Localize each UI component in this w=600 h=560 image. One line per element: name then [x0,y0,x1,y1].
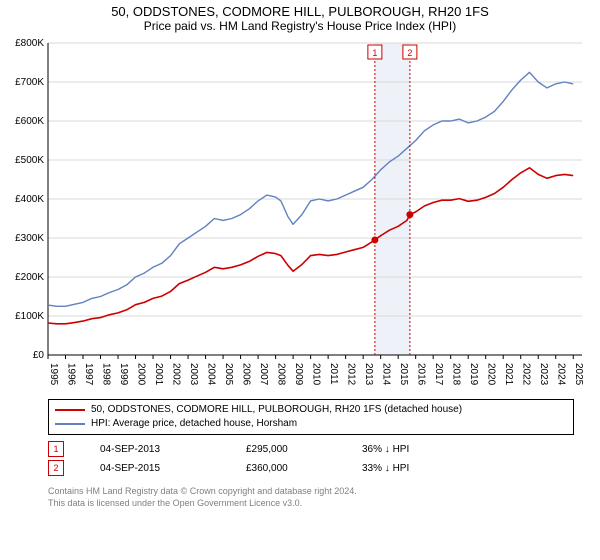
svg-text:2002: 2002 [171,363,182,386]
svg-text:2018: 2018 [451,363,462,386]
legend-label: HPI: Average price, detached house, Hors… [91,417,297,431]
chart-title-line2: Price paid vs. HM Land Registry's House … [6,19,594,33]
sale-vs-hpi: 33% ↓ HPI [362,463,409,474]
svg-text:1998: 1998 [101,363,112,386]
svg-text:£100K: £100K [15,311,44,322]
svg-text:1997: 1997 [83,363,94,386]
svg-text:2008: 2008 [276,363,287,386]
svg-text:2022: 2022 [521,363,532,386]
svg-text:2006: 2006 [241,363,252,386]
sale-marker-num: 1 [48,441,64,457]
svg-text:2009: 2009 [293,363,304,386]
svg-text:£400K: £400K [15,194,44,205]
sale-date: 04-SEP-2015 [100,463,210,474]
legend-item: 50, ODDSTONES, CODMORE HILL, PULBOROUGH,… [55,403,567,417]
chart-title-line1: 50, ODDSTONES, CODMORE HILL, PULBOROUGH,… [6,4,594,19]
svg-text:2005: 2005 [223,363,234,386]
legend-label: 50, ODDSTONES, CODMORE HILL, PULBOROUGH,… [91,403,462,417]
svg-text:1: 1 [372,48,377,58]
svg-text:£300K: £300K [15,233,44,244]
svg-text:2021: 2021 [503,363,514,386]
svg-text:2000: 2000 [136,363,147,386]
footer-line1: Contains HM Land Registry data © Crown c… [48,485,574,497]
svg-text:2024: 2024 [556,363,567,386]
svg-text:2012: 2012 [346,363,357,386]
svg-text:£0: £0 [33,350,45,361]
legend-swatch [55,423,85,425]
sale-marker-row: 1 04-SEP-2013 £295,000 36% ↓ HPI [48,441,574,457]
svg-text:2015: 2015 [398,363,409,386]
sale-marker-num: 2 [48,460,64,476]
svg-text:£700K: £700K [15,77,44,88]
svg-text:1995: 1995 [48,363,59,386]
svg-text:2017: 2017 [433,363,444,386]
svg-text:£200K: £200K [15,272,44,283]
sale-date: 04-SEP-2013 [100,444,210,455]
svg-text:2007: 2007 [258,363,269,386]
footer-line2: This data is licensed under the Open Gov… [48,497,574,509]
svg-text:£600K: £600K [15,116,44,127]
svg-text:2013: 2013 [363,363,374,386]
sale-vs-hpi: 36% ↓ HPI [362,444,409,455]
svg-text:£800K: £800K [15,38,44,49]
sale-price: £295,000 [246,444,326,455]
svg-text:2011: 2011 [328,363,339,385]
svg-text:1996: 1996 [66,363,77,386]
svg-text:2014: 2014 [381,363,392,386]
sale-marker-table: 1 04-SEP-2013 £295,000 36% ↓ HPI 2 04-SEP-201… [48,441,574,479]
sale-marker-row: 2 04-SEP-2015 £360,000 33% ↓ HPI [48,460,574,476]
svg-text:2019: 2019 [468,363,479,386]
svg-text:2004: 2004 [206,363,217,386]
svg-text:2010: 2010 [311,363,322,386]
line-chart: £0 £100K £200K £300K £400K £500K £600K £700K £80… [6,35,594,395]
svg-text:2001: 2001 [153,363,164,386]
svg-text:1999: 1999 [118,363,129,386]
svg-text:2016: 2016 [416,363,427,386]
legend-swatch [55,409,85,411]
svg-text:£500K: £500K [15,155,44,166]
sale-price: £360,000 [246,463,326,474]
legend-item: HPI: Average price, detached house, Hors… [55,417,567,431]
svg-text:2003: 2003 [188,363,199,386]
svg-text:2023: 2023 [538,363,549,386]
svg-text:2020: 2020 [486,363,497,386]
svg-text:2025: 2025 [573,363,584,386]
svg-text:2: 2 [407,48,412,58]
chart-area: £0 £100K £200K £300K £400K £500K £600K £700K £80… [6,35,594,395]
legend: 50, ODDSTONES, CODMORE HILL, PULBOROUGH,… [48,399,574,435]
data-attribution: Contains HM Land Registry data © Crown c… [48,485,574,509]
